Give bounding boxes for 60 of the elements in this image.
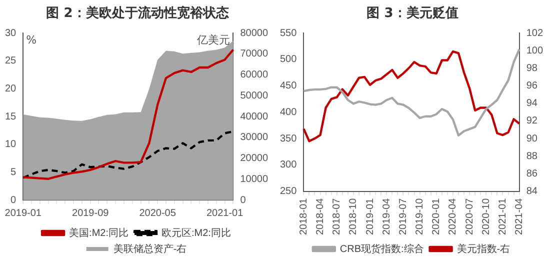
y2-tick-label: 102 (526, 28, 544, 39)
y2-tick-label: 0 (240, 194, 246, 206)
y2-tick-label: 92 (526, 116, 538, 127)
legend-label: 美联储总资产-右 (113, 242, 187, 255)
y2-tick-label: 30000 (240, 132, 268, 144)
y2-tick-label: 50000 (240, 90, 268, 102)
y-tick-label: 450 (280, 80, 298, 92)
x-tick-label: 2021-01 (497, 198, 508, 236)
y2-tick-label: 10000 (240, 174, 268, 185)
x-tick-label: 2019-09 (72, 208, 110, 219)
x-tick-label: 2018-04 (315, 198, 326, 236)
y2-tick-label: 60000 (240, 70, 268, 80)
y-axis-title: % (26, 33, 37, 46)
x-tick-label: 2019-01 (364, 198, 376, 236)
y-tick-label: 300 (280, 160, 298, 171)
chart-title: 图 3：美元贬值 (366, 4, 460, 23)
x-tick-label: 2018-07 (332, 198, 343, 236)
y2-tick-label: 96 (526, 80, 538, 92)
chart-title: 图 2：美欧处于流动性宽裕状态 (45, 4, 230, 23)
y2-tick-label: 98 (526, 62, 538, 74)
y2-tick-label: 88 (526, 150, 538, 162)
x-tick-label: 2020-07 (464, 198, 476, 236)
y-tick-label: 0 (10, 194, 17, 206)
y-tick-label: 250 (280, 186, 298, 198)
y2-tick-label: 70000 (240, 48, 268, 60)
x-tick-label: 2019-07 (398, 198, 409, 236)
x-tick-label: 2020-01 (431, 198, 442, 236)
y2-tick-label: 100 (526, 45, 544, 56)
y2-tick-label: 40000 (240, 111, 268, 122)
x-tick-label: 2019-01 (4, 208, 42, 219)
x-tick-label: 2018-10 (348, 198, 360, 236)
y2-tick-label: 90 (526, 133, 538, 144)
y-tick-label: 500 (280, 54, 298, 66)
x-tick-label: 2019-10 (414, 198, 426, 236)
y-tick-label: 15 (5, 111, 17, 122)
y-tick-label: 30 (5, 28, 17, 39)
legend-label: 美元指数-右 (456, 242, 510, 255)
y2-axis-title: 亿美元 (196, 33, 230, 46)
y-tick-label: 5 (10, 166, 17, 178)
y2-tick-label: 80000 (240, 28, 268, 39)
y-tick-label: 25 (5, 56, 17, 67)
x-tick-label: 2020-04 (448, 198, 459, 236)
y-tick-label: 20 (5, 83, 17, 94)
y-tick-label: 350 (280, 133, 298, 144)
x-tick-label: 2021-01 (206, 208, 244, 219)
y2-tick-label: 86 (526, 168, 538, 180)
x-tick-label: 2018-01 (298, 198, 310, 236)
x-tick-label: 2021-04 (514, 198, 526, 236)
legend-label: 美国:M2:同比 (69, 226, 129, 239)
y-tick-label: 400 (280, 106, 298, 118)
y2-tick-label: 20000 (240, 153, 268, 164)
y2-tick-label: 94 (526, 98, 538, 110)
x-tick-label: 2020-05 (139, 208, 176, 219)
y-tick-label: 10 (5, 139, 17, 150)
x-tick-label: 2020-10 (480, 198, 492, 236)
legend-label: CRB现货指数:综合 (340, 242, 424, 255)
y2-tick-label: 84 (526, 186, 538, 198)
y-tick-label: 550 (280, 28, 298, 39)
x-tick-label: 2019-04 (381, 198, 392, 236)
legend-label: 欧元区:M2:同比 (162, 226, 231, 239)
